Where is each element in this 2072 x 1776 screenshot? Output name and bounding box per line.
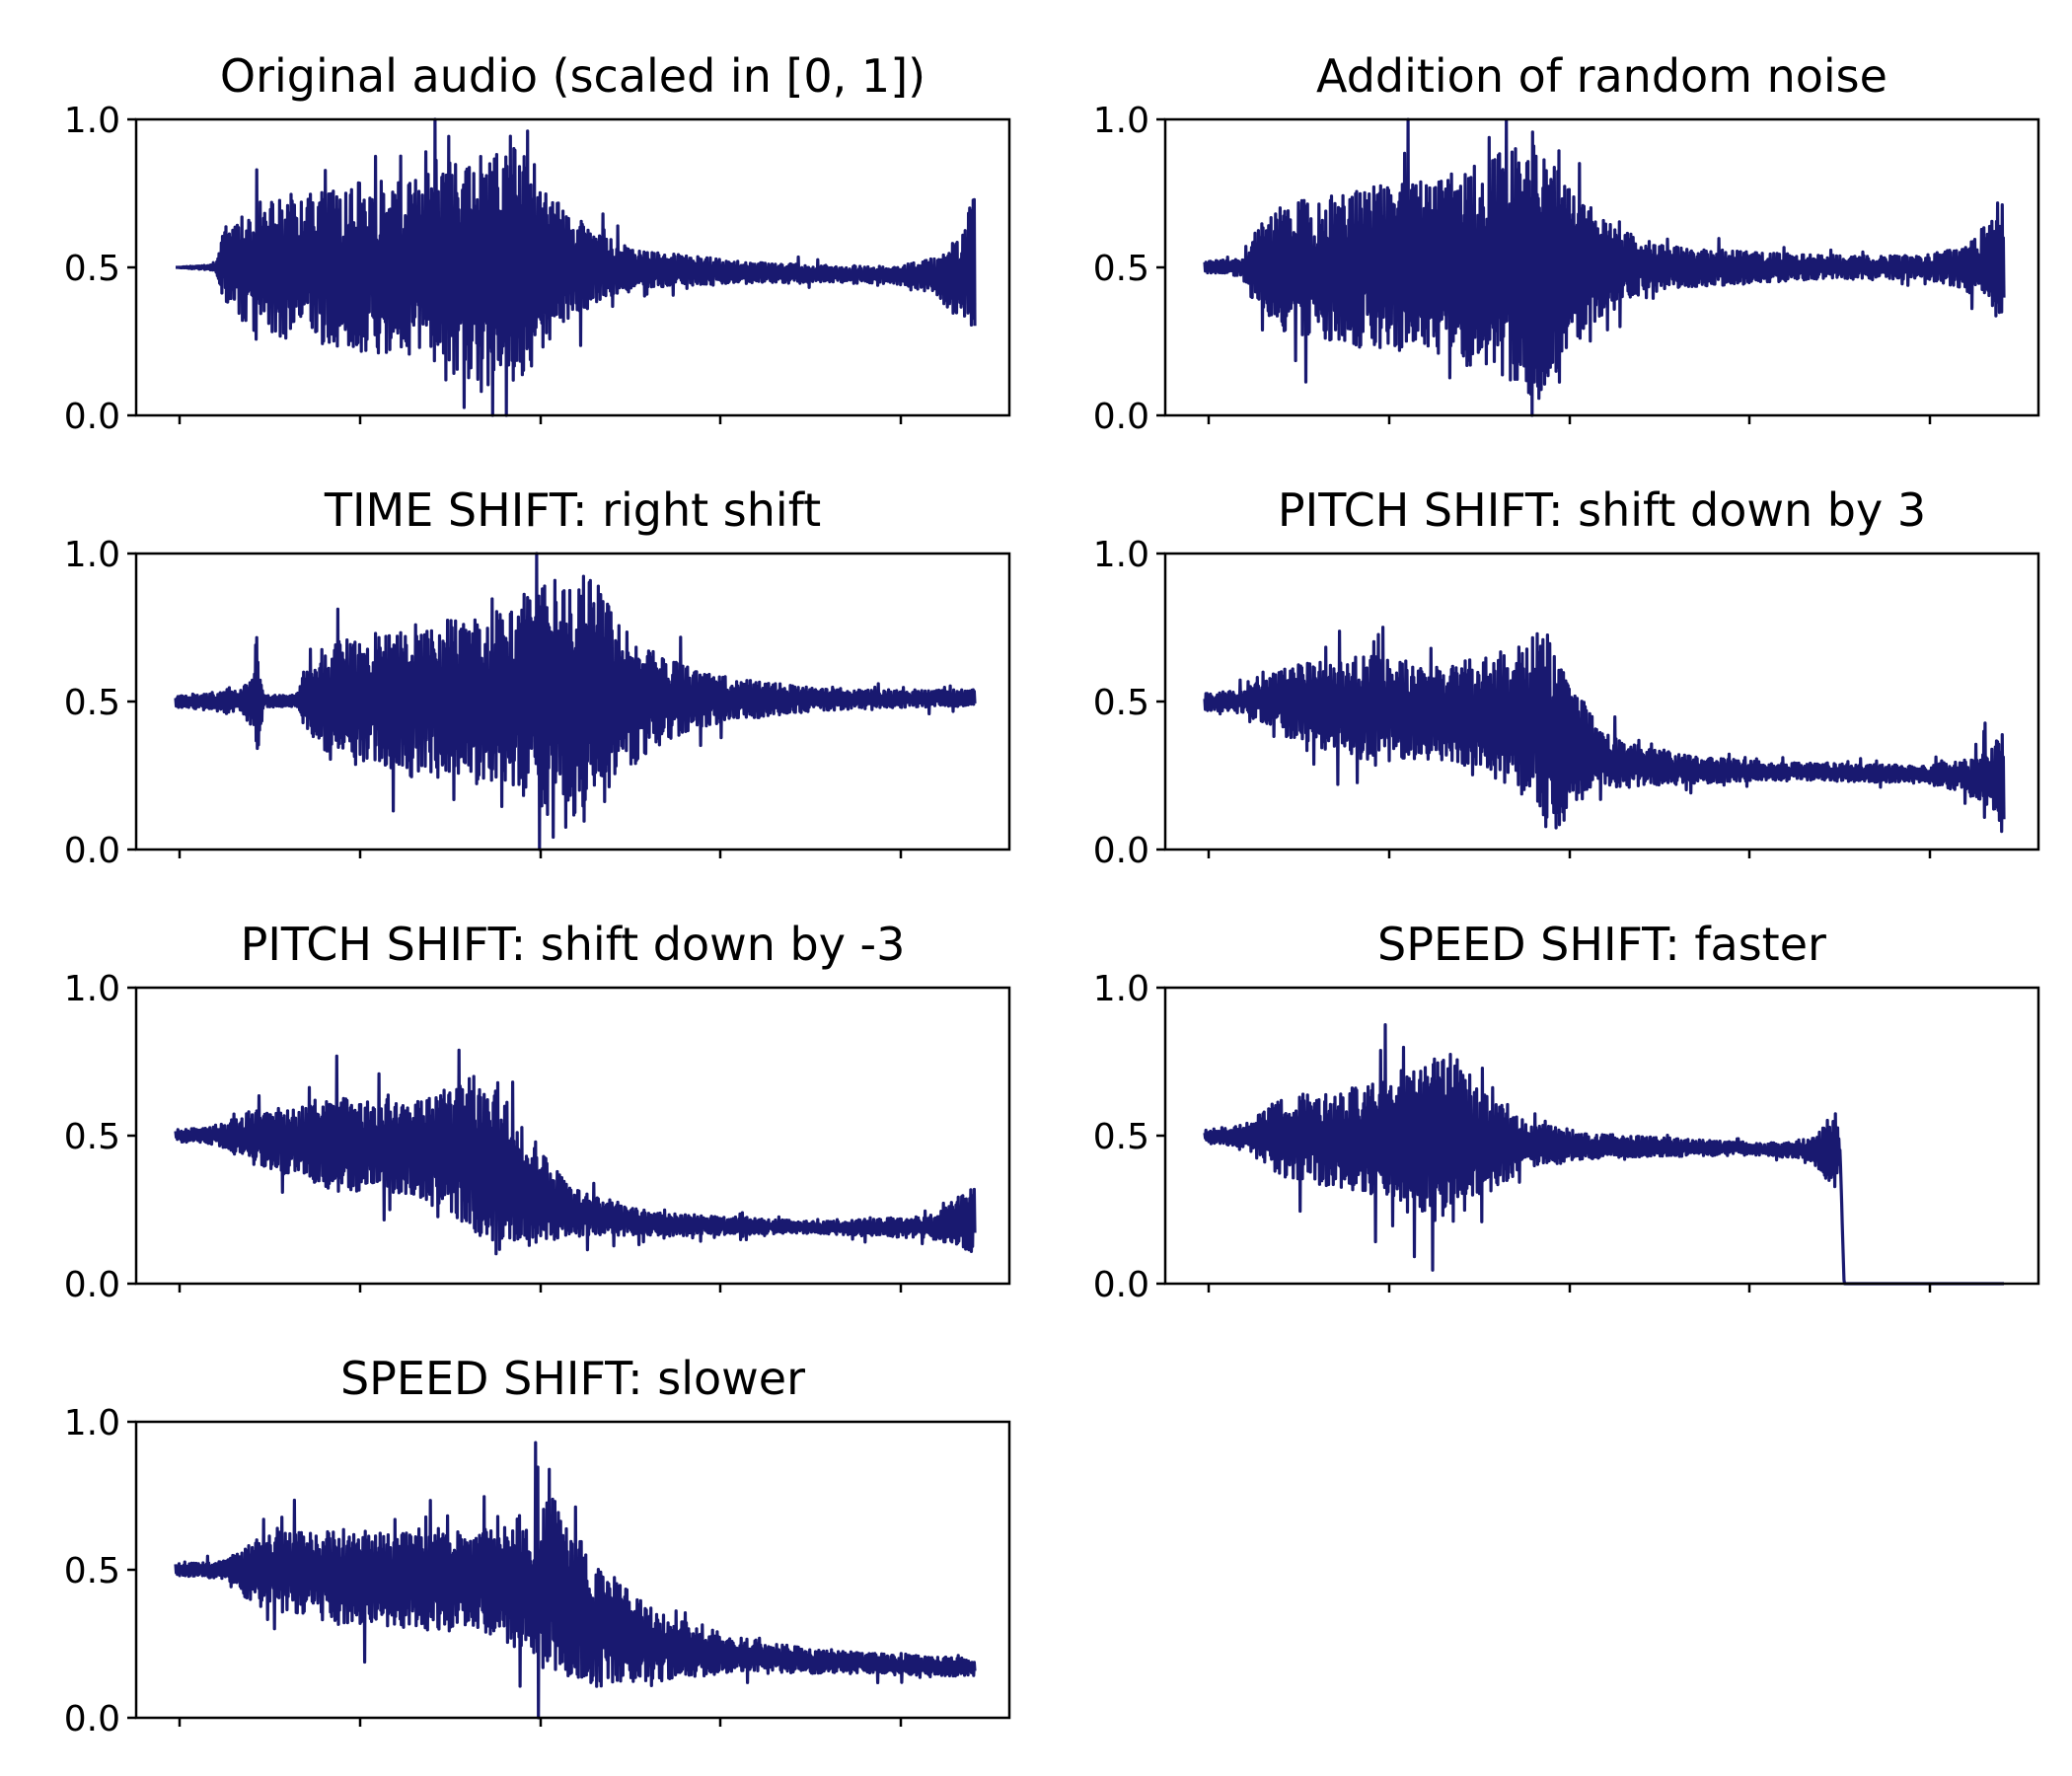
subplot-7: SPEED SHIFT: slower 0.0 0.5 1.0 — [64, 1352, 1011, 1739]
subplot-4: PITCH SHIFT: shift down by 3 0.0 0.5 1.0 — [1093, 483, 2040, 871]
y-tick-label: 0.5 — [1093, 1117, 1149, 1157]
y-tick-label: 0.5 — [64, 683, 120, 723]
y-tick-label: 1.0 — [1093, 535, 1149, 575]
waveform-line — [174, 1048, 977, 1256]
subplot-1: Original audio (scaled in [0, 1]) 0.0 0.5 1… — [64, 49, 1011, 437]
subplot-2: Addition of random noise 0.0 0.5 1.0 — [1093, 49, 2040, 437]
y-tick-label: 1.0 — [1093, 969, 1149, 1009]
waveform-line — [175, 117, 977, 417]
y-tick-label: 1.0 — [64, 1403, 120, 1443]
subplot-6: SPEED SHIFT: faster 0.0 0.5 1.0 — [1093, 918, 2040, 1305]
subplot-title: SPEED SHIFT: slower — [340, 1352, 805, 1405]
y-tick-label: 0.5 — [1093, 683, 1149, 723]
subplot-title: SPEED SHIFT: faster — [1377, 918, 1826, 971]
y-tick-label: 0.0 — [1093, 831, 1149, 871]
waveform-line — [1203, 117, 2006, 417]
y-tick-label: 0.5 — [64, 249, 120, 289]
subplot-5: PITCH SHIFT: shift down by -3 0.0 0.5 1.0 — [64, 918, 1011, 1305]
subplot-3: TIME SHIFT: right shift 0.0 0.5 1.0 — [64, 483, 1011, 871]
y-tick-label: 1.0 — [64, 969, 120, 1009]
y-tick-label: 0.5 — [1093, 249, 1149, 289]
y-tick-label: 0.0 — [64, 1265, 120, 1305]
y-tick-label: 0.5 — [64, 1551, 120, 1591]
subplot-title: TIME SHIFT: right shift — [324, 483, 821, 537]
waveform-line — [174, 1441, 977, 1720]
y-tick-label: 0.0 — [1093, 397, 1149, 437]
subplot-title: Addition of random noise — [1316, 49, 1887, 103]
y-tick-label: 1.0 — [1093, 101, 1149, 141]
subplot-title: PITCH SHIFT: shift down by 3 — [1278, 483, 1926, 537]
subplot-title: Original audio (scaled in [0, 1]) — [220, 49, 925, 103]
y-tick-label: 0.0 — [64, 1699, 120, 1739]
subplot-title: PITCH SHIFT: shift down by -3 — [241, 918, 906, 971]
y-tick-label: 1.0 — [64, 535, 120, 575]
waveform-line — [174, 552, 977, 851]
waveform-line — [1203, 626, 2006, 834]
y-tick-label: 1.0 — [64, 101, 120, 141]
y-tick-label: 0.0 — [64, 397, 120, 437]
y-tick-label: 0.5 — [64, 1117, 120, 1157]
y-tick-label: 0.0 — [64, 831, 120, 871]
y-tick-label: 0.0 — [1093, 1265, 1149, 1305]
subplot-grid: Original audio (scaled in [0, 1]) 0.0 0.5 1… — [64, 49, 2040, 1739]
